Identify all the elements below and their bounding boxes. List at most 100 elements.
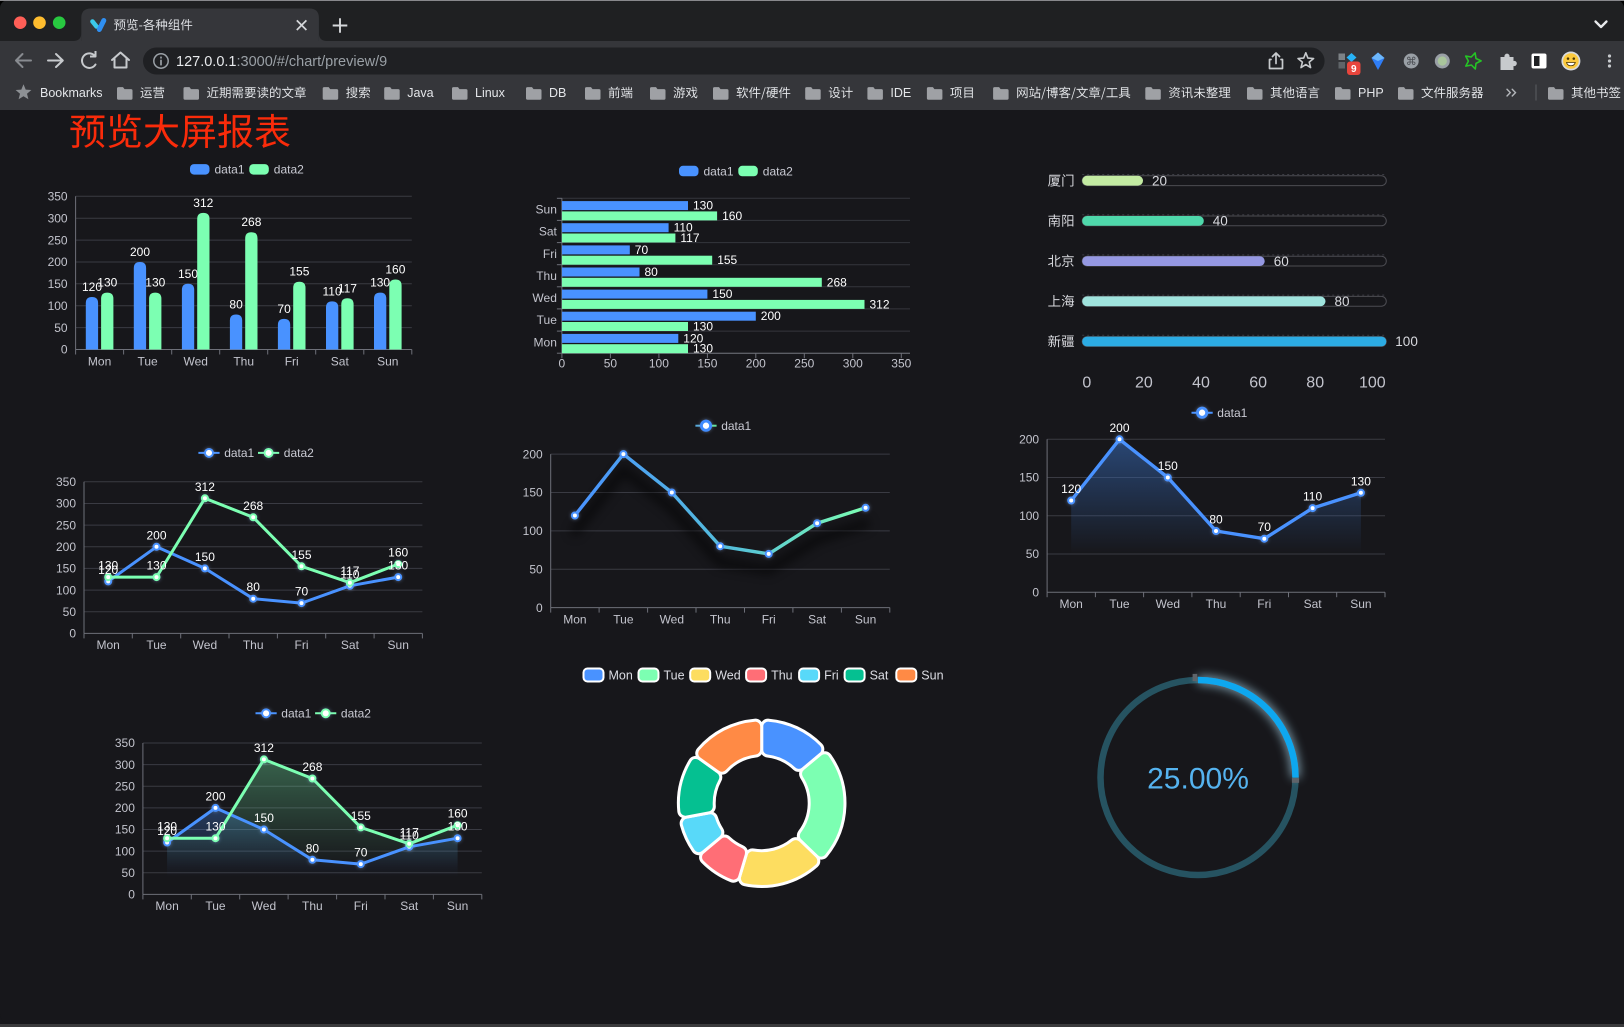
svg-text:80: 80 xyxy=(1209,513,1223,527)
svg-text:200: 200 xyxy=(115,801,135,815)
svg-text:Thu: Thu xyxy=(771,669,793,683)
svg-text:350: 350 xyxy=(48,190,68,204)
svg-text:250: 250 xyxy=(115,780,135,794)
svg-text:200: 200 xyxy=(205,789,225,803)
svg-text:25.00%: 25.00% xyxy=(1147,763,1249,796)
svg-text:Fri: Fri xyxy=(543,247,557,261)
svg-text:0: 0 xyxy=(61,343,68,357)
svg-text:250: 250 xyxy=(56,518,76,532)
svg-text:Sat: Sat xyxy=(539,225,558,239)
svg-text:150: 150 xyxy=(254,811,274,825)
svg-text:Fri: Fri xyxy=(762,612,776,626)
svg-text:Tue: Tue xyxy=(537,313,558,327)
svg-text:130: 130 xyxy=(370,276,390,290)
svg-text:50: 50 xyxy=(604,357,618,371)
svg-text:Mon: Mon xyxy=(563,612,586,626)
svg-text:⌘: ⌘ xyxy=(1406,56,1417,68)
svg-text:300: 300 xyxy=(843,357,863,371)
svg-text:130: 130 xyxy=(388,559,408,573)
svg-text:Sat: Sat xyxy=(870,669,889,683)
svg-text:268: 268 xyxy=(827,275,847,289)
svg-text:200: 200 xyxy=(1019,433,1039,447)
svg-text:150: 150 xyxy=(195,550,215,564)
svg-text:80: 80 xyxy=(229,298,243,312)
svg-text:Java: Java xyxy=(407,86,433,100)
svg-text:130: 130 xyxy=(205,820,225,834)
svg-text:120: 120 xyxy=(98,563,118,577)
svg-text:Sat: Sat xyxy=(1304,597,1323,611)
svg-text:312: 312 xyxy=(195,480,215,494)
svg-text:100: 100 xyxy=(56,583,76,597)
svg-text:150: 150 xyxy=(712,287,732,301)
svg-text:100: 100 xyxy=(1395,334,1418,349)
svg-text:Wed: Wed xyxy=(183,354,207,368)
svg-text:120: 120 xyxy=(82,280,102,294)
svg-text:312: 312 xyxy=(254,741,274,755)
svg-text:130: 130 xyxy=(693,199,713,213)
svg-text:160: 160 xyxy=(388,546,408,560)
svg-text:250: 250 xyxy=(794,357,814,371)
svg-text:130: 130 xyxy=(146,559,166,573)
svg-text:100: 100 xyxy=(649,357,669,371)
svg-text:data1: data1 xyxy=(224,446,254,460)
svg-text:Wed: Wed xyxy=(252,899,276,913)
svg-text:20: 20 xyxy=(1135,375,1153,392)
svg-text:117: 117 xyxy=(340,564,359,578)
svg-text:Thu: Thu xyxy=(302,899,323,913)
svg-text:Tue: Tue xyxy=(1109,597,1130,611)
svg-text:155: 155 xyxy=(289,265,309,279)
svg-text:Thu: Thu xyxy=(536,269,557,283)
svg-text:150: 150 xyxy=(48,277,68,291)
svg-text:Linux: Linux xyxy=(475,86,506,100)
svg-text:100: 100 xyxy=(115,844,135,858)
svg-text:80: 80 xyxy=(306,841,320,855)
svg-text:120: 120 xyxy=(1061,482,1081,496)
svg-text:0: 0 xyxy=(536,601,543,615)
svg-text:130: 130 xyxy=(97,276,117,290)
svg-text:Sun: Sun xyxy=(377,354,398,368)
svg-text:0: 0 xyxy=(128,888,135,902)
svg-text:50: 50 xyxy=(1026,547,1040,561)
svg-text:70: 70 xyxy=(635,243,649,257)
svg-text:100: 100 xyxy=(523,524,543,538)
svg-text:50: 50 xyxy=(63,605,77,619)
svg-text:Wed: Wed xyxy=(193,638,217,652)
svg-text:70: 70 xyxy=(295,585,309,599)
svg-text:100: 100 xyxy=(48,299,68,313)
svg-text:0: 0 xyxy=(559,357,566,371)
svg-text:110: 110 xyxy=(674,221,693,235)
svg-text:20: 20 xyxy=(1152,173,1167,188)
svg-text:data2: data2 xyxy=(763,164,793,178)
svg-text:350: 350 xyxy=(56,475,76,489)
svg-text:70: 70 xyxy=(354,846,368,860)
svg-text:Tue: Tue xyxy=(205,899,226,913)
svg-text:268: 268 xyxy=(241,215,261,229)
svg-text:Thu: Thu xyxy=(243,638,264,652)
svg-text:80: 80 xyxy=(1306,375,1324,392)
svg-text:150: 150 xyxy=(523,486,543,500)
svg-text:100: 100 xyxy=(1359,375,1386,392)
svg-text:DB: DB xyxy=(549,86,566,100)
svg-text:110: 110 xyxy=(323,284,342,298)
svg-text:300: 300 xyxy=(115,758,135,772)
svg-text:150: 150 xyxy=(56,562,76,576)
svg-text:200: 200 xyxy=(761,309,781,323)
svg-text:268: 268 xyxy=(302,760,322,774)
svg-text:Fri: Fri xyxy=(354,899,368,913)
svg-text:data1: data1 xyxy=(1217,406,1247,420)
svg-text:Sun: Sun xyxy=(388,638,409,652)
svg-text:9: 9 xyxy=(1351,64,1357,75)
svg-text:117: 117 xyxy=(338,281,357,295)
svg-text:Tue: Tue xyxy=(146,638,167,652)
svg-text:155: 155 xyxy=(351,809,371,823)
svg-text:0: 0 xyxy=(1082,375,1091,392)
svg-text:100: 100 xyxy=(1019,509,1039,523)
svg-text:127.0.0.1:3000/#/chart/preview: 127.0.0.1:3000/#/chart/preview/9 xyxy=(176,54,387,70)
svg-text:160: 160 xyxy=(722,209,742,223)
svg-text:70: 70 xyxy=(277,302,291,316)
svg-text:Mon: Mon xyxy=(534,335,557,349)
svg-text:Thu: Thu xyxy=(233,354,254,368)
svg-text:40: 40 xyxy=(1213,214,1228,229)
svg-text:Tue: Tue xyxy=(613,612,634,626)
svg-text:312: 312 xyxy=(870,297,890,311)
